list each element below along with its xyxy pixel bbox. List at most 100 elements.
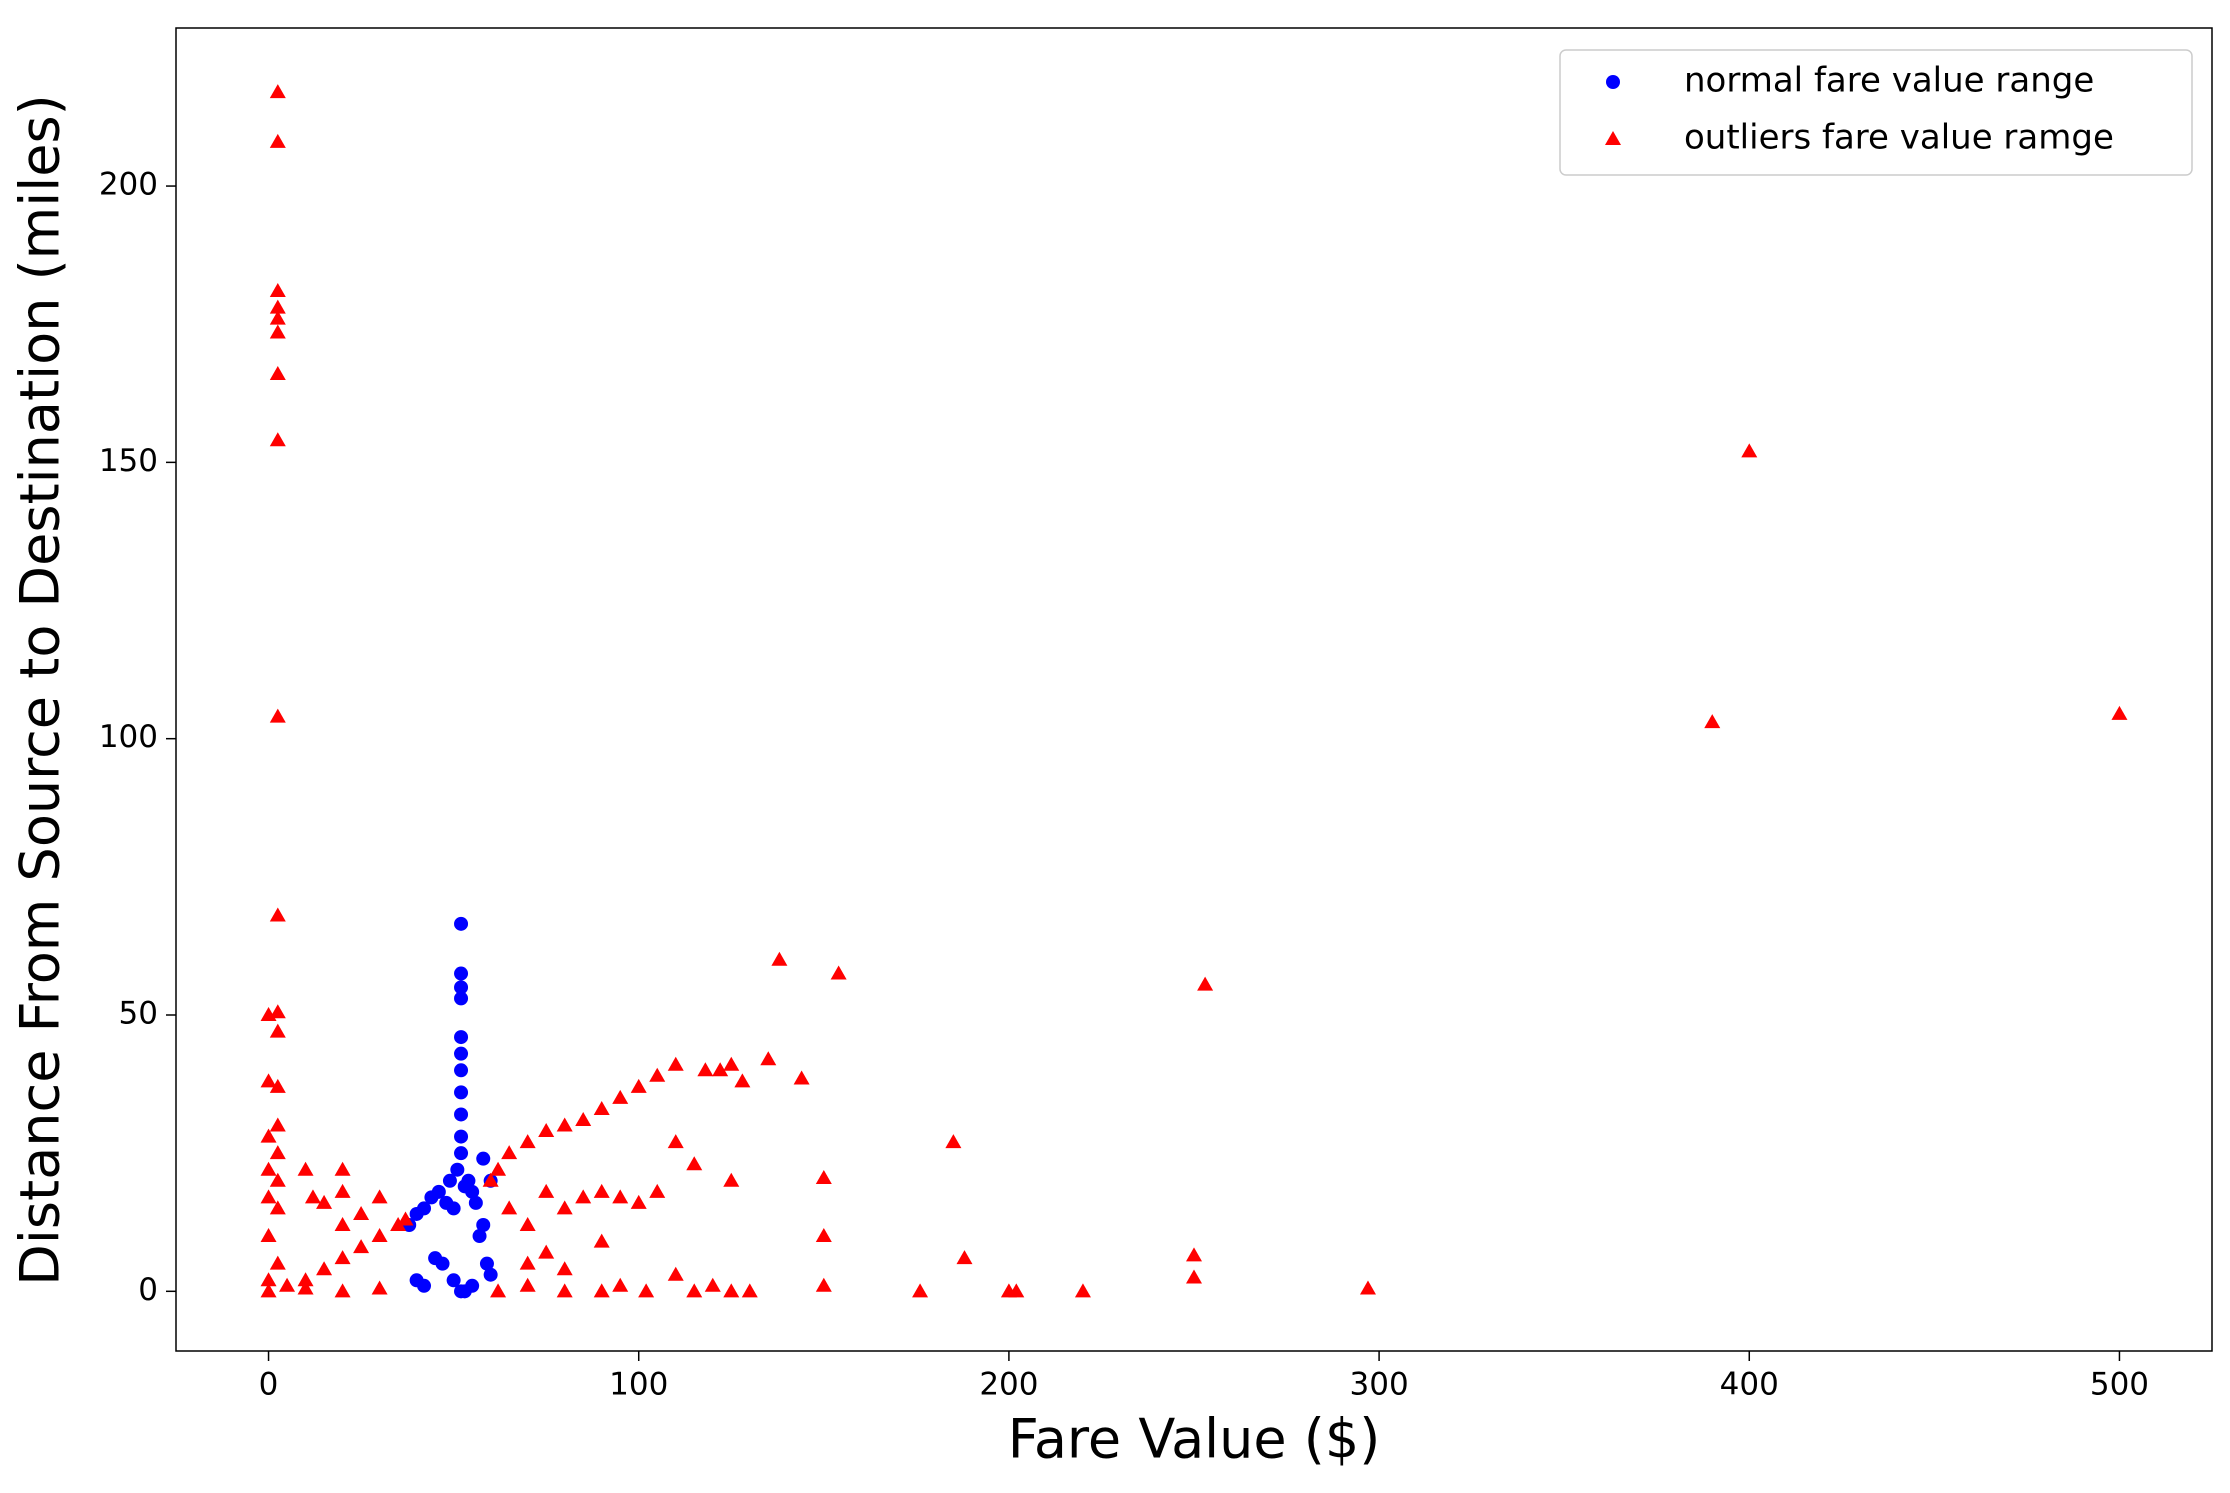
data-point [446,1201,461,1216]
data-point [556,1283,573,1298]
data-point [771,951,788,966]
data-point [417,1201,432,1216]
data-point [260,1161,277,1176]
data-point [630,1194,647,1209]
legend-label: outliers fare value ramge [1684,118,2114,158]
data-point [519,1134,536,1149]
data-point [830,965,847,980]
data-point [269,133,286,148]
data-point [390,1217,407,1231]
data-point [442,1173,457,1188]
data-point [638,1283,655,1298]
data-point [454,966,469,981]
data-point [490,1161,507,1176]
data-point [269,1004,286,1019]
data-point [334,1161,351,1176]
data-point [483,1267,498,1282]
data-point [269,1078,286,1093]
legend-box [1559,49,2193,176]
data-point [260,1189,277,1204]
data-point [556,1261,573,1276]
data-point [501,1200,518,1215]
data-point [431,1184,446,1199]
legend-marker [1605,131,1621,145]
x-tick-label: 200 [979,1367,1038,1403]
data-point [454,1030,469,1045]
data-point [371,1280,388,1295]
data-point [454,1046,469,1061]
data-point [454,980,469,995]
data-point [667,1266,684,1281]
data-point [417,1278,432,1293]
data-point [260,1128,277,1143]
data-point [397,1211,414,1226]
data-point [519,1217,536,1231]
data-point [435,1256,450,1271]
data-point [912,1283,929,1298]
data-point [538,1244,555,1259]
data-point [269,1172,286,1187]
data-point [575,1112,592,1126]
data-point [1186,1269,1202,1284]
data-point [454,991,469,1006]
data-point [269,365,286,380]
data-point [723,1056,740,1071]
data-point [593,1283,610,1298]
data-point [269,1023,286,1038]
data-point [667,1056,684,1071]
data-point [793,1070,810,1085]
data-point [760,1051,777,1066]
data-point [454,916,469,931]
data-point [269,1200,286,1215]
data-point [304,1189,321,1204]
data-point [1074,1283,1091,1298]
data-point [815,1277,832,1292]
data-point [371,1189,388,1204]
data-point [538,1183,555,1198]
x-tick-label: 100 [609,1367,668,1403]
data-point [465,1278,480,1293]
x-tick-label: 0 [259,1367,279,1403]
data-point [297,1280,314,1295]
data-point [457,1179,472,1194]
y-axis-label: Distance From Source to Destination (mil… [9,94,72,1285]
data-point [446,1273,461,1288]
data-point [945,1134,962,1149]
data-point [269,299,286,314]
data-point [334,1217,351,1231]
data-point [269,1117,286,1132]
data-point [956,1250,973,1265]
data-point [279,1277,296,1292]
data-point [479,1256,494,1271]
data-point [1704,714,1721,729]
data-point [454,1146,469,1161]
data-point [630,1078,647,1093]
data-point [2111,705,2128,720]
data-point [334,1283,351,1298]
data-point [316,1261,333,1276]
data-point [472,1229,487,1244]
data-point [612,1089,629,1104]
data-point [815,1170,832,1185]
legend-marker [1606,75,1620,89]
data-point [260,1283,277,1298]
data-point [260,1073,277,1088]
data-point [519,1255,536,1270]
y-tick-label: 100 [99,719,158,755]
data-point [815,1228,832,1243]
data-point [482,1172,499,1187]
data-point [334,1250,351,1265]
data-point [612,1277,629,1292]
data-point [454,1085,469,1100]
data-point [454,1107,469,1122]
x-tick-label: 500 [2090,1367,2149,1403]
data-point [334,1183,351,1198]
x-tick-label: 400 [1720,1367,1779,1403]
data-point [649,1183,666,1198]
data-point [454,1063,469,1078]
legend-label: normal fare value range [1684,61,2094,101]
data-point [686,1156,703,1171]
data-point [297,1272,314,1287]
data-point [490,1283,507,1298]
